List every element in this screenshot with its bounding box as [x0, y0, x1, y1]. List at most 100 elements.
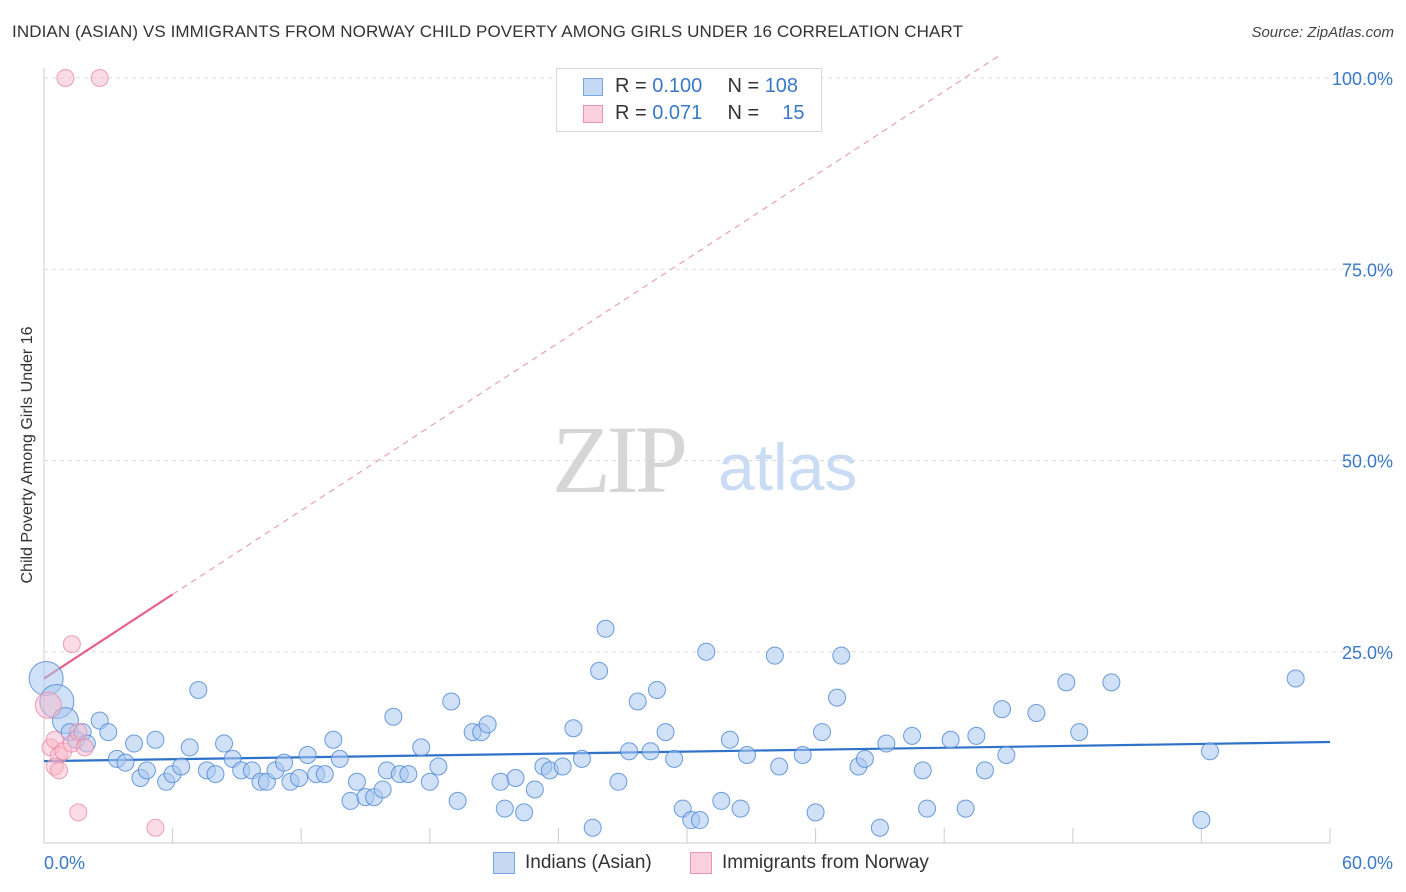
legend-box: R = 0.100 N = 108 R = 0.071 N = 15 — [556, 68, 822, 132]
point-indians — [941, 730, 960, 749]
y-tick-label: 25.0% — [1342, 643, 1393, 663]
point-indians — [806, 803, 825, 822]
point-indians — [491, 772, 510, 791]
point-indians — [628, 692, 647, 711]
point-indians — [442, 692, 461, 711]
point-indians — [341, 791, 360, 810]
point-indians — [913, 761, 932, 780]
point-indians — [590, 661, 609, 680]
grid-lines — [44, 77, 1392, 653]
y-tick-label: 50.0% — [1342, 452, 1393, 472]
point-norway — [69, 723, 88, 742]
point-indians — [99, 723, 118, 742]
point-indians — [855, 749, 874, 768]
point-norway — [56, 69, 75, 87]
tick-labels: 25.0% 50.0% 75.0% 100.0% 0.0% 60.0% — [44, 69, 1393, 873]
point-indians — [525, 780, 544, 799]
point-indians — [298, 746, 317, 765]
point-indians — [1057, 673, 1076, 692]
point-norway — [75, 738, 94, 757]
point-indians — [918, 799, 937, 818]
point-norway — [50, 761, 69, 780]
point-indians — [770, 757, 789, 776]
point-indians — [290, 768, 309, 787]
point-indians — [137, 761, 156, 780]
y-tick-label: 100.0% — [1332, 69, 1393, 89]
point-indians — [429, 757, 448, 776]
point-indians — [125, 734, 144, 753]
point-indians — [189, 681, 208, 699]
point-indians — [572, 749, 591, 768]
point-indians — [1027, 703, 1046, 722]
legend-r-label: R = — [615, 102, 647, 124]
point-indians — [738, 746, 757, 765]
point-indians — [620, 742, 639, 761]
point-indians — [665, 749, 684, 768]
point-indians — [967, 726, 986, 745]
point-indians — [720, 730, 739, 749]
x-tick-label: 60.0% — [1342, 853, 1393, 873]
chart-title: INDIAN (ASIAN) VS IMMIGRANTS FROM NORWAY… — [12, 22, 964, 41]
point-indians — [1102, 673, 1121, 692]
point-indians — [993, 700, 1012, 719]
point-indians — [206, 765, 225, 784]
point-indians — [1192, 811, 1211, 830]
x-tick-label: 0.0% — [44, 853, 85, 873]
point-indians — [877, 734, 896, 753]
point-indians — [596, 619, 615, 638]
point-indians — [956, 799, 975, 818]
legend-r-label: R = — [615, 75, 647, 97]
point-indians — [712, 791, 731, 810]
point-indians — [1070, 723, 1089, 742]
point-indians — [506, 768, 525, 787]
point-indians — [765, 646, 784, 665]
axes — [43, 68, 1331, 844]
legend-n-label: N = — [727, 75, 760, 97]
point-indians — [975, 761, 994, 780]
watermark: ZIP atlas — [552, 406, 857, 513]
point-norway — [62, 635, 81, 654]
legend-r-value: 0.100 — [652, 75, 703, 97]
point-indians — [384, 707, 403, 726]
legend-n-label: N = — [727, 102, 760, 124]
point-indians — [412, 738, 431, 757]
point-indians — [813, 723, 832, 742]
point-indians — [832, 646, 851, 665]
point-indians — [324, 730, 343, 749]
source-label: Source: ZipAtlas.com — [1251, 24, 1394, 41]
point-indians — [330, 749, 349, 768]
point-indians — [656, 723, 675, 742]
legend-r-value: 0.071 — [652, 102, 703, 124]
trend-lines — [43, 54, 1331, 763]
point-norway — [146, 818, 165, 837]
point-indians — [1286, 669, 1305, 688]
trend-line-norway-extension — [172, 54, 1001, 595]
trend-line-norway — [43, 593, 174, 680]
bottom-legend-label: Indians (Asian) — [525, 852, 652, 873]
legend-swatch-blue — [583, 78, 603, 96]
point-indians — [1200, 742, 1219, 761]
point-indians — [793, 746, 812, 765]
point-indians — [828, 688, 847, 707]
point-indians — [870, 818, 889, 837]
point-indians — [515, 803, 534, 822]
point-indians — [564, 719, 583, 738]
watermark-atlas: atlas — [718, 430, 857, 504]
legend-n-value: 15 — [782, 102, 805, 124]
point-norway — [90, 69, 109, 87]
point-indians — [553, 757, 572, 776]
point-indians — [478, 715, 497, 734]
point-indians — [146, 730, 165, 749]
point-indians — [903, 726, 922, 745]
point-indians — [697, 642, 716, 661]
legend-n-value: 108 — [764, 75, 799, 97]
point-norway — [69, 803, 88, 822]
point-indians — [448, 791, 467, 810]
y-tick-label: 75.0% — [1342, 260, 1393, 280]
legend-swatch-pink — [583, 105, 603, 123]
point-norway — [34, 691, 62, 719]
bottom-legend-swatch-blue — [493, 852, 515, 874]
point-indians — [731, 799, 750, 818]
point-indians — [420, 772, 439, 791]
